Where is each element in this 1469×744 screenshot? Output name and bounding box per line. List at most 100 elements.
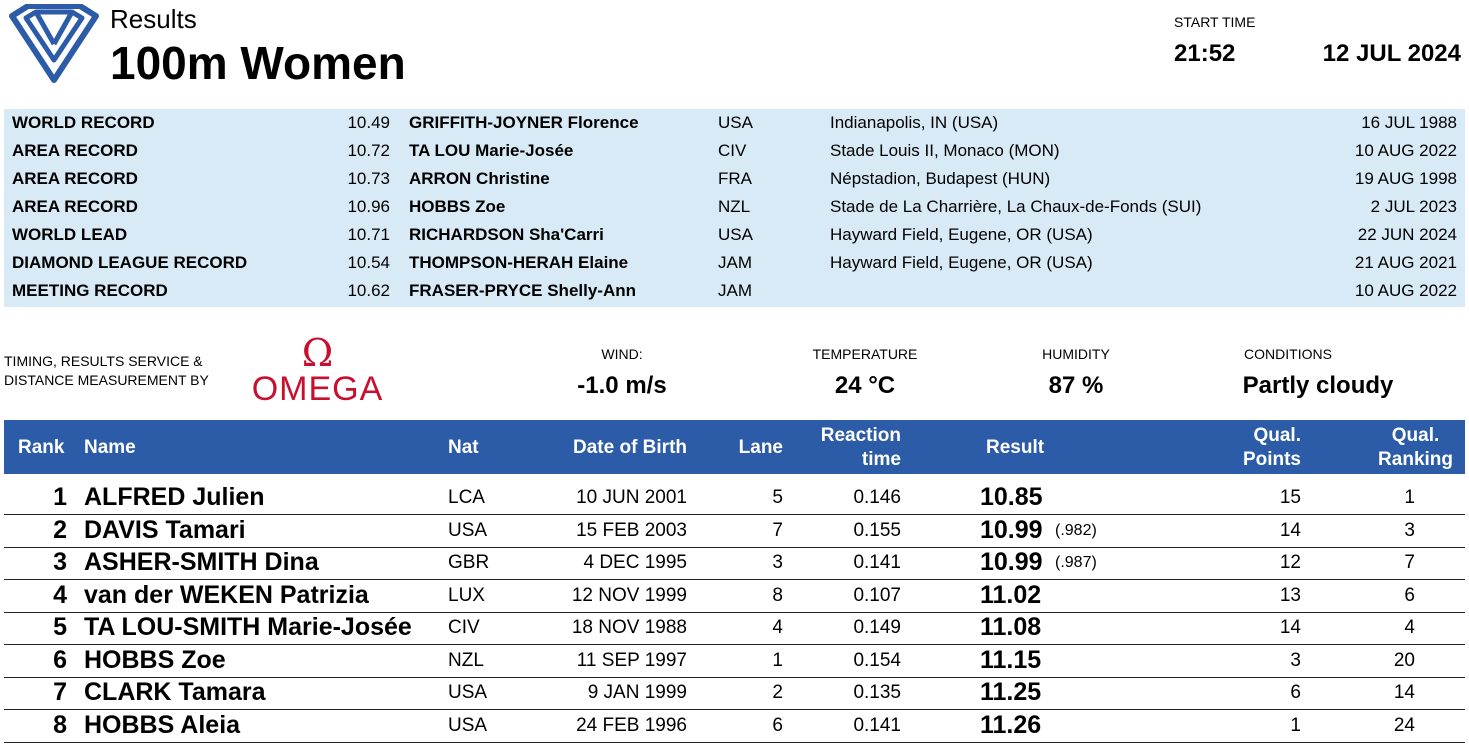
wind-label: WIND:	[601, 346, 643, 362]
cell-nat: USA	[448, 682, 488, 703]
cell-reaction-time: 0.107	[853, 584, 901, 606]
cell-rank: 5	[53, 613, 67, 641]
cell-qual-points: 14	[1279, 617, 1301, 638]
cell-tiebreak: (.987)	[1055, 554, 1097, 571]
header-reaction-time: Reaction time	[821, 424, 901, 472]
record-time: 10.54	[347, 253, 390, 272]
record-type: MEETING RECORD	[12, 281, 168, 300]
cell-result: 10.85	[980, 483, 1043, 511]
header-rank: Rank	[18, 437, 65, 458]
results-table-header: Rank Name Nat Date of Birth Lane Reactio…	[4, 420, 1465, 474]
cell-qual-points: 15	[1279, 487, 1301, 508]
header-qual-points: Qual. Points	[1243, 424, 1301, 472]
cell-name: TA LOU-SMITH Marie-Josée	[84, 613, 412, 641]
cell-name: van der WEKEN Patrizia	[84, 580, 369, 609]
cell-result: 11.26	[980, 710, 1042, 739]
cell-result: 10.99	[980, 515, 1043, 544]
header-reaction-line1: Reaction	[820, 425, 901, 446]
cell-qual-points: 1	[1290, 714, 1301, 736]
cell-result: 11.15	[980, 645, 1042, 674]
record-date: 2 JUL 2023	[1370, 197, 1457, 216]
cell-dob: 4 DEC 1995	[583, 552, 687, 573]
cell-nat: GBR	[448, 552, 490, 573]
cell-reaction-time: 0.141	[853, 552, 901, 573]
cell-qual-points: 13	[1279, 584, 1301, 606]
cell-lane: 3	[772, 552, 783, 573]
cell-rank: 6	[53, 645, 67, 674]
record-holder: ARRON Christine	[409, 169, 550, 188]
cell-qual-ranking: 24	[1393, 714, 1415, 736]
cell-lane: 5	[772, 487, 783, 508]
humidity-value: 87 %	[1048, 372, 1104, 399]
cell-nat: NZL	[448, 649, 484, 671]
record-nat: JAM	[718, 253, 752, 272]
wind-value: -1.0 m/s	[577, 372, 667, 399]
header-qual-points-line2: Points	[1242, 449, 1301, 470]
header-qual-ranking-line2: Ranking	[1378, 449, 1453, 470]
record-nat: USA	[718, 225, 753, 244]
record-row: MEETING RECORD 10.62 FRASER-PRYCE Shelly-A…	[4, 277, 1465, 305]
cell-qual-ranking: 20	[1393, 649, 1415, 671]
cell-reaction-time: 0.141	[853, 714, 901, 736]
record-date: 22 JUN 2024	[1357, 225, 1457, 244]
header-result: Result	[986, 437, 1045, 458]
header-lane: Lane	[738, 437, 783, 458]
cell-lane: 7	[772, 519, 783, 541]
table-row: 1 ALFRED Julien LCA 10 JUN 2001 5 0.146 10.85 1…	[4, 482, 1465, 515]
cell-qual-ranking: 3	[1404, 519, 1415, 541]
event-date: 12 JUL 2024	[1322, 40, 1461, 67]
header-name: Name	[84, 437, 136, 458]
table-row: 3 ASHER-SMITH Dina GBR 4 DEC 1995 3 0.141 10.9…	[4, 547, 1465, 580]
temperature-value: 24 °C	[834, 372, 896, 399]
cell-qual-ranking: 4	[1404, 617, 1415, 638]
header-qual-ranking-line1: Qual.	[1391, 425, 1440, 446]
cell-rank: 4	[53, 580, 67, 609]
omega-wordmark: OMEGA	[251, 370, 384, 408]
record-holder: RICHARDSON Sha'Carri	[409, 225, 604, 244]
record-holder: TA LOU Marie-Josée	[409, 141, 574, 160]
record-holder: THOMPSON-HERAH Elaine	[409, 253, 629, 272]
record-row: WORLD LEAD 10.71 RICHARDSON Sha'Carri USA Ha…	[4, 221, 1465, 249]
record-venue: Hayward Field, Eugene, OR (USA)	[830, 253, 1093, 272]
record-venue: Stade de La Charrière, La Chaux-de-Fonds…	[830, 197, 1202, 216]
cell-name: ASHER-SMITH Dina	[84, 548, 319, 576]
omega-logo: Ω OMEGA	[245, 334, 390, 406]
cell-dob: 9 JAN 1999	[587, 682, 687, 703]
record-row: AREA RECORD 10.96 HOBBS Zoe NZL Stade de La …	[4, 193, 1465, 221]
cell-tiebreak: (.982)	[1055, 521, 1097, 539]
start-time-value: 21:52	[1174, 40, 1236, 67]
timing-credit-line1: TIMING, RESULTS SERVICE &	[4, 353, 203, 369]
page-title: 100m Women	[110, 37, 406, 89]
cell-qual-ranking: 7	[1404, 552, 1415, 573]
record-nat: CIV	[718, 141, 747, 160]
cell-name: HOBBS Aleia	[84, 710, 241, 739]
record-time: 10.62	[347, 281, 390, 300]
cell-lane: 1	[772, 649, 783, 671]
cell-result: 10.99	[980, 548, 1043, 576]
omega-symbol-icon: Ω	[301, 331, 334, 375]
header-reaction-line2: time	[861, 449, 901, 470]
header-qual-ranking: Qual. Ranking	[1378, 424, 1453, 472]
diamond-league-logo-icon	[9, 4, 99, 83]
cell-nat: USA	[448, 714, 488, 736]
cell-rank: 3	[53, 548, 67, 576]
cell-name: CLARK Tamara	[84, 678, 266, 706]
table-row: 4 van der WEKEN Patrizia LUX 12 NOV 1999 8 0.…	[4, 580, 1465, 613]
record-row: AREA RECORD 10.72 TA LOU Marie-Josée CIV Sta…	[4, 137, 1465, 165]
table-row: 5 TA LOU-SMITH Marie-Josée CIV 18 NOV 1988 4…	[4, 612, 1465, 645]
record-venue: Hayward Field, Eugene, OR (USA)	[830, 225, 1093, 244]
cell-rank: 8	[53, 710, 67, 739]
cell-rank: 7	[53, 678, 67, 706]
record-type: AREA RECORD	[12, 169, 138, 188]
cell-reaction-time: 0.146	[853, 487, 901, 508]
header-qual-points-line1: Qual.	[1253, 425, 1301, 446]
cell-qual-points: 14	[1279, 519, 1301, 541]
record-row: WORLD RECORD 10.49 GRIFFITH-JOYNER Florenc…	[4, 109, 1465, 137]
record-type: AREA RECORD	[12, 197, 138, 216]
cell-rank: 2	[53, 515, 67, 544]
record-type: WORLD LEAD	[12, 225, 128, 244]
record-time: 10.72	[347, 141, 390, 160]
cell-dob: 15 FEB 2003	[576, 519, 687, 541]
header-nat: Nat	[448, 437, 479, 458]
record-date: 10 AUG 2022	[1354, 141, 1457, 160]
